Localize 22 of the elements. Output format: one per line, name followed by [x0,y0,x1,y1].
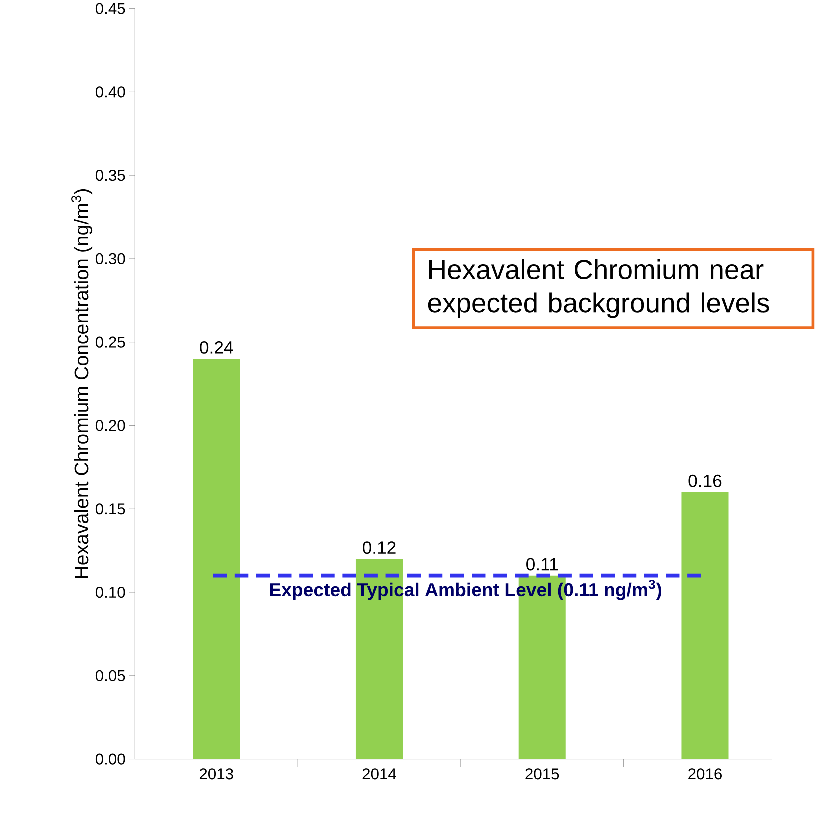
x-tick-label: 2015 [526,768,560,780]
data-label: 0.16 [688,474,722,488]
y-tick-label: 0.25 [96,336,126,348]
y-tick-label: 0.05 [96,670,126,682]
y-tick-label: 0.00 [96,754,126,765]
y-tick-label: 0.15 [96,504,126,515]
y-axis-title: Hexavalent Chromium Concentration (ng/m$^{3}$) [72,190,93,578]
annotation: Hexavalent Chromium near expected background levels [428,259,770,318]
data-label: 0.11 [526,558,558,571]
bar [682,492,729,760]
x-tick-label: 2016 [688,768,722,780]
y-tick-label: 0.20 [96,420,126,432]
y-tick-label: 0.10 [96,586,126,598]
data-label: 0.24 [200,341,234,354]
y-tick-label: 0.40 [96,86,126,98]
bar [193,359,240,760]
x-tick-label: 2013 [200,768,234,780]
data-label: 0.12 [363,542,396,554]
y-tick-label: 0.30 [96,253,126,265]
y-tick-label: 0.45 [96,3,126,14]
x-tick-label: 2014 [362,768,397,780]
y-tick-label: 0.35 [96,170,126,182]
